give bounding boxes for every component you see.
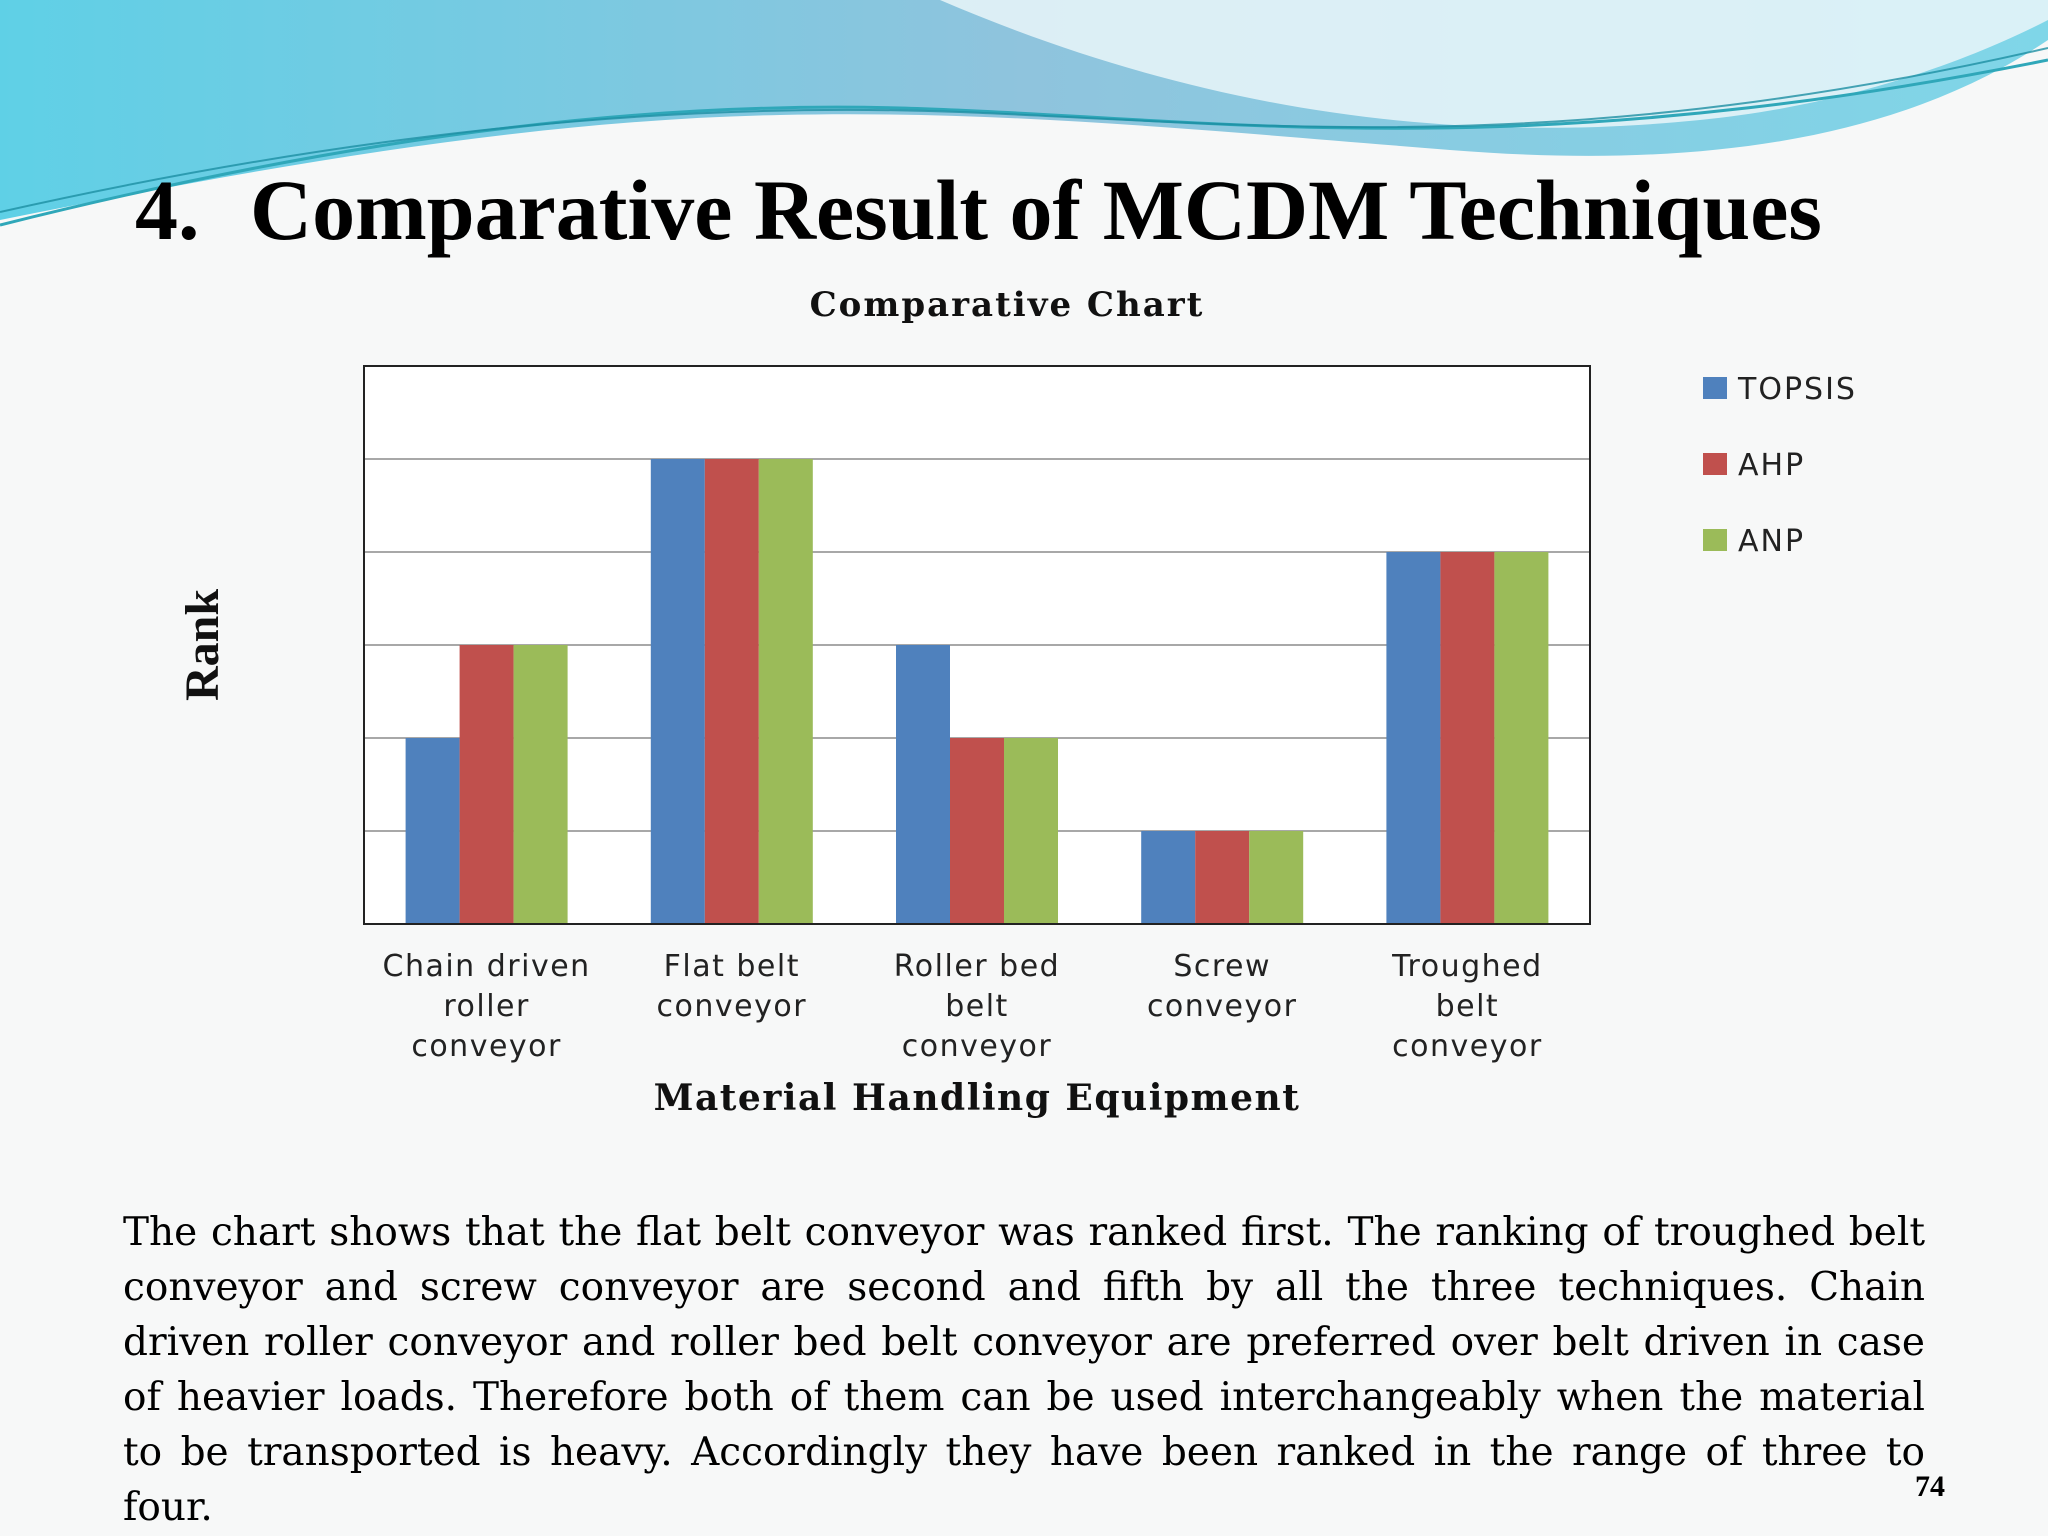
y-axis-label: Rank: [176, 589, 229, 701]
legend-swatch-anp: [1703, 529, 1727, 551]
bar-topsis: [896, 645, 950, 924]
bar-anp: [758, 459, 813, 924]
slide-title-text: Comparative Result of MCDM Techniques: [250, 162, 1822, 258]
bar-topsis: [1386, 552, 1441, 924]
slide-title: 4. Comparative Result of MCDM Techniques: [135, 160, 1822, 260]
legend-label-ahp: AHP: [1738, 448, 1805, 483]
plot-border: [363, 365, 1591, 925]
bar-topsis: [405, 738, 460, 924]
category-label: Chain driven roller conveyor: [383, 949, 591, 1064]
slide-number: 4.: [135, 162, 200, 258]
category-label: Screw conveyor: [1147, 949, 1298, 1024]
bar-anp: [513, 645, 568, 924]
bar-ahp: [1440, 552, 1495, 924]
legend-swatch-topsis: [1703, 377, 1727, 399]
category-label: Flat belt conveyor: [657, 949, 808, 1024]
legend-label-topsis: TOPSIS: [1737, 372, 1857, 407]
slide-body-text: The chart shows that the flat belt conve…: [123, 1210, 1925, 1530]
bar-anp: [1494, 552, 1549, 924]
bar-ahp: [1195, 831, 1250, 924]
legend-label-anp: ANP: [1738, 524, 1805, 559]
legend-swatch-ahp: [1703, 453, 1727, 475]
page-number: 74: [1915, 1470, 1945, 1503]
bar-ahp: [704, 459, 759, 924]
x-axis-label: Material Handling Equipment: [654, 1077, 1301, 1119]
comparative-bar-chart: Chain driven roller conveyor Flat belt conve…: [176, 285, 1857, 1119]
bar-anp: [1004, 738, 1058, 924]
bar-topsis: [650, 459, 705, 924]
category-label: Roller bed belt conveyor: [894, 949, 1060, 1064]
category-label: Troughed belt conveyor: [1391, 949, 1543, 1064]
bar-ahp: [950, 738, 1004, 924]
header-wave-decoration: [0, 0, 2048, 227]
bar-topsis: [1141, 831, 1196, 924]
bar-anp: [1249, 831, 1304, 924]
chart-title: Comparative Chart: [810, 285, 1205, 325]
bar-ahp: [459, 645, 514, 924]
